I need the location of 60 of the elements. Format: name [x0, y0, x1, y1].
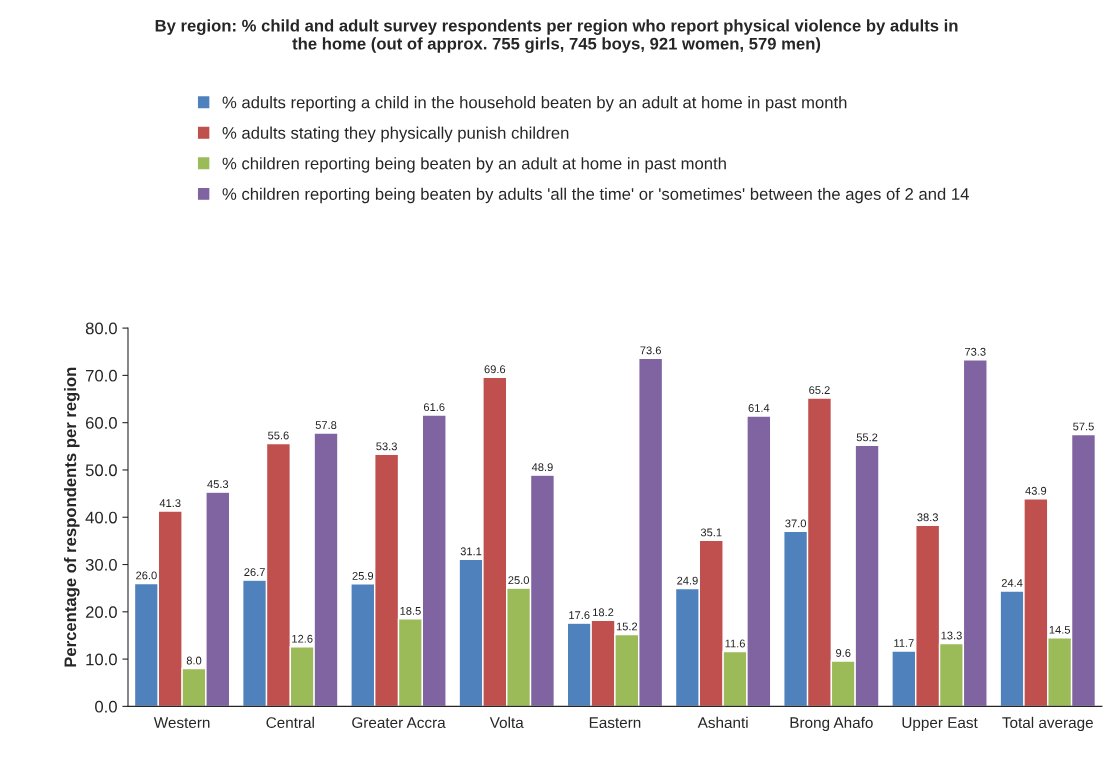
- data-label: 73.3: [965, 347, 986, 356]
- x-tick-label: Total average: [1002, 716, 1093, 732]
- data-label: 61.4: [748, 404, 770, 412]
- data-label: 43.9: [1025, 486, 1047, 495]
- x-tick-label: Eastern: [589, 717, 641, 729]
- y-axis-title: Percentage of respondents per region: [63, 367, 80, 667]
- data-label: 11.7: [894, 639, 914, 647]
- data-label: 69.6: [484, 365, 506, 374]
- data-label: 37.0: [785, 519, 807, 528]
- x-tick-label: Greater Accra: [352, 717, 446, 729]
- data-label: 15.2: [616, 622, 638, 631]
- data-label: 24.4: [1001, 579, 1023, 587]
- y-tick-label: 60.0: [85, 417, 117, 429]
- legend-label: % adults stating they physically punish children: [222, 126, 569, 143]
- data-label: 35.1: [700, 528, 722, 537]
- y-tick-label: 40.0: [85, 511, 117, 524]
- legend-label: % children reporting being beaten by an adult at home in past month: [222, 157, 726, 173]
- data-label: 26.7: [244, 568, 265, 577]
- data-label: 25.0: [508, 576, 530, 585]
- data-label: 14.5: [1049, 625, 1071, 634]
- data-label: 12.6: [292, 634, 313, 643]
- data-label: 57.5: [1073, 422, 1094, 431]
- x-tick-label: Upper East: [902, 717, 978, 732]
- x-tick-label: Brong Ahafo: [790, 716, 873, 732]
- y-tick-label: 10.0: [86, 653, 117, 666]
- data-label: 11.6: [725, 639, 745, 648]
- data-label: 55.2: [856, 433, 878, 442]
- y-tick-label: 20.0: [85, 606, 117, 619]
- y-tick-label: 50.0: [85, 464, 117, 477]
- legend-label: % children reporting being beaten by adults 'all the time' or 'sometimes' between the ages of 2 and 14: [222, 187, 969, 204]
- data-label: 8.0: [186, 656, 202, 665]
- data-label: 18.5: [400, 606, 421, 615]
- data-label: 31.1: [460, 547, 482, 556]
- x-tick-label: Western: [153, 717, 210, 729]
- data-label: 9.6: [836, 649, 851, 657]
- y-tick-label: 30.0: [85, 558, 117, 571]
- y-tick-label: 80.0: [85, 322, 117, 335]
- x-tick-label: Central: [266, 716, 314, 729]
- chart-title: By region: % child and adult survey respondents per region who report physical violence by adults in the home (out of approx. 755 girls, 745 boys, 921 women, 579 men): [155, 19, 958, 53]
- x-tick-label: Volta: [489, 716, 524, 729]
- data-label: 48.9: [531, 463, 553, 472]
- data-label: 55.6: [268, 431, 289, 440]
- data-label: 18.2: [593, 608, 614, 617]
- legend-label: % adults reporting a child in the household beaten by an adult at home in past month: [222, 96, 847, 112]
- data-label: 25.9: [352, 571, 374, 580]
- y-tick-label: 70.0: [86, 369, 117, 382]
- data-label: 61.6: [423, 403, 445, 412]
- data-label: 45.3: [207, 480, 229, 489]
- y-tick-label: 0.0: [95, 700, 117, 713]
- data-label: 41.3: [159, 499, 181, 508]
- data-label: 53.3: [376, 442, 397, 451]
- data-label: 38.3: [917, 513, 938, 522]
- data-label: 13.3: [941, 631, 962, 640]
- data-label: 65.2: [809, 386, 830, 394]
- data-label: 26.0: [136, 571, 157, 580]
- data-label: 17.6: [569, 611, 590, 620]
- data-label: 24.9: [677, 576, 698, 585]
- data-label: 57.8: [315, 421, 337, 429]
- data-label: 73.6: [640, 346, 661, 355]
- x-tick-label: Ashanti: [697, 716, 748, 729]
